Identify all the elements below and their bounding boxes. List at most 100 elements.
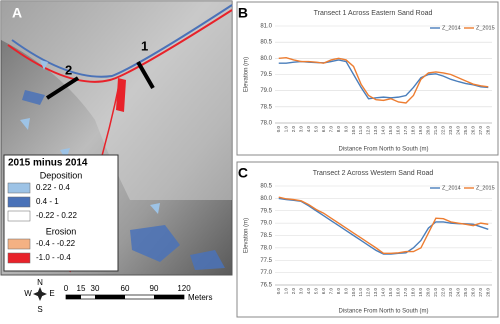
scale-label: 120 [177, 284, 191, 293]
x-tick-label: 3.0 [298, 288, 303, 295]
x-tick-label: 24.0 [456, 126, 461, 135]
compass-label: E [49, 289, 54, 298]
x-tick-label: 2.0 [291, 288, 296, 295]
x-tick-label: 9.0 [343, 288, 348, 295]
y-tick-label: 78.0 [260, 245, 272, 251]
legend-swatch [7, 182, 31, 194]
x-tick-label: 24.0 [456, 288, 461, 297]
y-tick-label: 78.5 [260, 233, 272, 239]
scale-label: 30 [91, 284, 100, 293]
x-tick-label: 22.0 [441, 288, 446, 297]
panel-label: A [12, 5, 22, 21]
x-tick-label: 20.0 [426, 126, 431, 135]
series-line [278, 56, 489, 104]
x-tick-label: 21.0 [433, 126, 438, 135]
series-line [278, 196, 489, 255]
legend-group: Erosion [46, 226, 77, 236]
chart-frame [236, 1, 499, 156]
x-tick-label: 13.0 [373, 126, 378, 135]
legend-label: 0.22 - 0.4 [36, 183, 70, 192]
legend-swatch [7, 252, 31, 264]
x-tick-label: 6.0 [321, 288, 326, 295]
x-tick-label: 26.0 [470, 126, 475, 135]
x-tick-label: 16.0 [396, 126, 401, 135]
chart-frame [236, 161, 499, 318]
legend-label: Z_2015 [476, 25, 495, 31]
scale-label: 0 [64, 284, 69, 293]
y-tick-label: 81.0 [260, 24, 272, 30]
compass-rose [33, 287, 47, 301]
y-axis-title: Elevation (m) [244, 218, 250, 253]
legend-swatch [7, 210, 31, 222]
x-tick-label: 8.0 [336, 288, 341, 295]
x-tick-label: 5.0 [313, 288, 318, 295]
y-tick-label: 80.0 [260, 56, 272, 62]
x-tick-label: 8.0 [336, 126, 341, 133]
x-tick-label: 10.0 [351, 126, 356, 135]
y-tick-label: 76.5 [260, 283, 272, 289]
x-tick-label: 12.0 [366, 126, 371, 135]
scale-label: 60 [121, 284, 130, 293]
x-tick-label: 15.0 [388, 126, 393, 135]
erosion-patch [116, 78, 126, 112]
x-tick-label: 17.0 [403, 288, 408, 297]
scale-unit: Meters [188, 293, 212, 302]
x-tick-label: 3.0 [298, 126, 303, 133]
legend-swatch [7, 238, 31, 250]
transect-line [45, 76, 80, 100]
scale-bar-segment [95, 295, 125, 299]
legend-title: 2015 minus 2014 [8, 158, 88, 169]
x-tick-label: 7.0 [328, 288, 333, 295]
scale-bar: N E S W [24, 278, 185, 314]
scale-label: 15 [77, 284, 86, 293]
legend-label: Z_2014 [442, 25, 461, 31]
x-tick-label: 25.0 [463, 126, 468, 135]
compass-label: N [37, 278, 43, 287]
x-tick-label: 20.0 [426, 288, 431, 297]
x-tick-label: 13.0 [373, 288, 378, 297]
x-tick-label: 10.0 [351, 288, 356, 297]
y-tick-label: 80.0 [260, 196, 272, 202]
y-tick-label: 78.0 [260, 121, 272, 127]
legend-label: Z_2014 [442, 185, 461, 191]
panel-label: B [238, 5, 248, 21]
series-line [278, 197, 489, 255]
chart-title: Transect 2 Across Western Sand Road [313, 170, 434, 177]
x-tick-label: 11.0 [358, 126, 363, 135]
x-tick-label: 15.0 [388, 288, 393, 297]
x-tick-label: 11.0 [358, 288, 363, 297]
x-tick-label: 26.0 [470, 288, 475, 297]
y-tick-label: 80.5 [260, 40, 272, 46]
y-tick-label: 77.5 [260, 258, 272, 264]
x-tick-label: 28.0 [485, 126, 490, 135]
y-axis-title: Elevation (m) [244, 57, 250, 92]
x-tick-label: 9.0 [343, 126, 348, 133]
chart: B Transect 1 Across Eastern Sand Road 78.0… [236, 1, 499, 156]
x-tick-label: 19.0 [418, 126, 423, 135]
x-tick-label: 16.0 [396, 288, 401, 297]
scale-bar-segment [154, 295, 184, 299]
x-tick-label: 21.0 [433, 288, 438, 297]
legend-label: -1.0 - -0.4 [36, 253, 71, 262]
x-tick-label: 4.0 [306, 288, 311, 295]
legend-label: -0.22 - 0.22 [36, 211, 77, 220]
x-tick-label: 18.0 [411, 288, 416, 297]
x-tick-label: 7.0 [328, 126, 333, 133]
x-tick-label: 27.0 [478, 126, 483, 135]
x-tick-label: 22.0 [441, 126, 446, 135]
x-tick-label: 23.0 [448, 126, 453, 135]
transect-label: 1 [141, 38, 148, 53]
x-axis-title: Distance From North to South (m) [338, 147, 428, 153]
x-tick-label: 18.0 [411, 126, 416, 135]
x-tick-label: 17.0 [403, 126, 408, 135]
y-tick-label: 78.5 [260, 104, 272, 110]
x-tick-label: 14.0 [381, 126, 386, 135]
legend-label: 0.4 - 1 [36, 197, 59, 206]
x-tick-label: 1.0 [283, 126, 288, 133]
x-tick-label: 25.0 [463, 288, 468, 297]
x-tick-label: 6.0 [321, 126, 326, 133]
transect-line [136, 61, 155, 89]
x-tick-label: 19.0 [418, 288, 423, 297]
panel-label: C [238, 165, 248, 181]
